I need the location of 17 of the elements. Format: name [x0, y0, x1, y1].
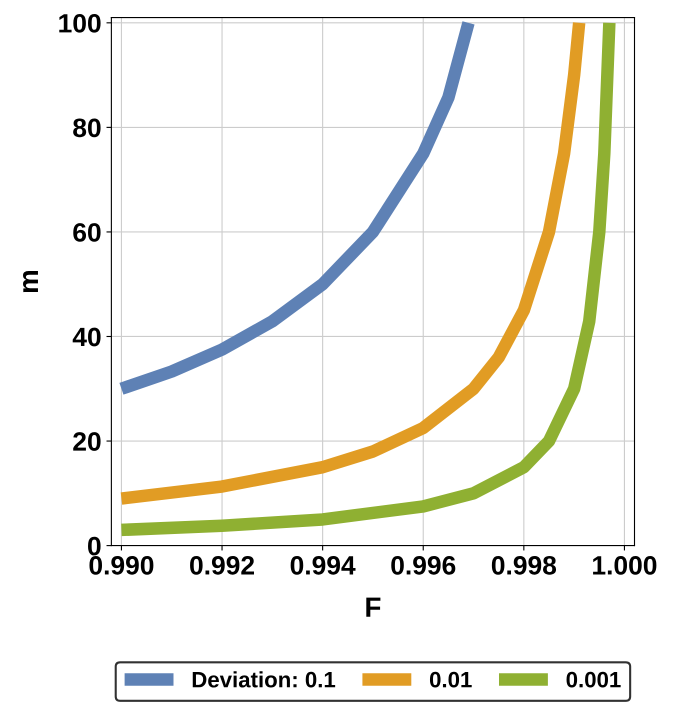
legend-label: 0.01 — [430, 672, 472, 688]
x-tick-label: 0.990 — [89, 556, 154, 575]
y-tick-label: 20 — [73, 432, 101, 451]
x-tick-label: 0.992 — [190, 556, 254, 575]
x-tick-label: 0.994 — [290, 556, 356, 575]
x-tick-label: 0.996 — [391, 556, 456, 575]
y-tick-label: 60 — [73, 223, 101, 242]
x-tick-label: 0.998 — [492, 556, 556, 575]
x-tick-label: 1.000 — [593, 556, 656, 575]
x-axis-title: F — [366, 598, 380, 617]
legend-label: 0.001 — [566, 672, 621, 688]
legend-label: Deviation: 0.1 — [192, 671, 336, 688]
y-tick-label: 40 — [72, 328, 101, 346]
y-tick-label: 80 — [73, 118, 101, 138]
y-tick-label: 100 — [59, 14, 101, 33]
y-axis-title: m — [23, 270, 38, 292]
y-tick-label: 0 — [88, 536, 101, 556]
